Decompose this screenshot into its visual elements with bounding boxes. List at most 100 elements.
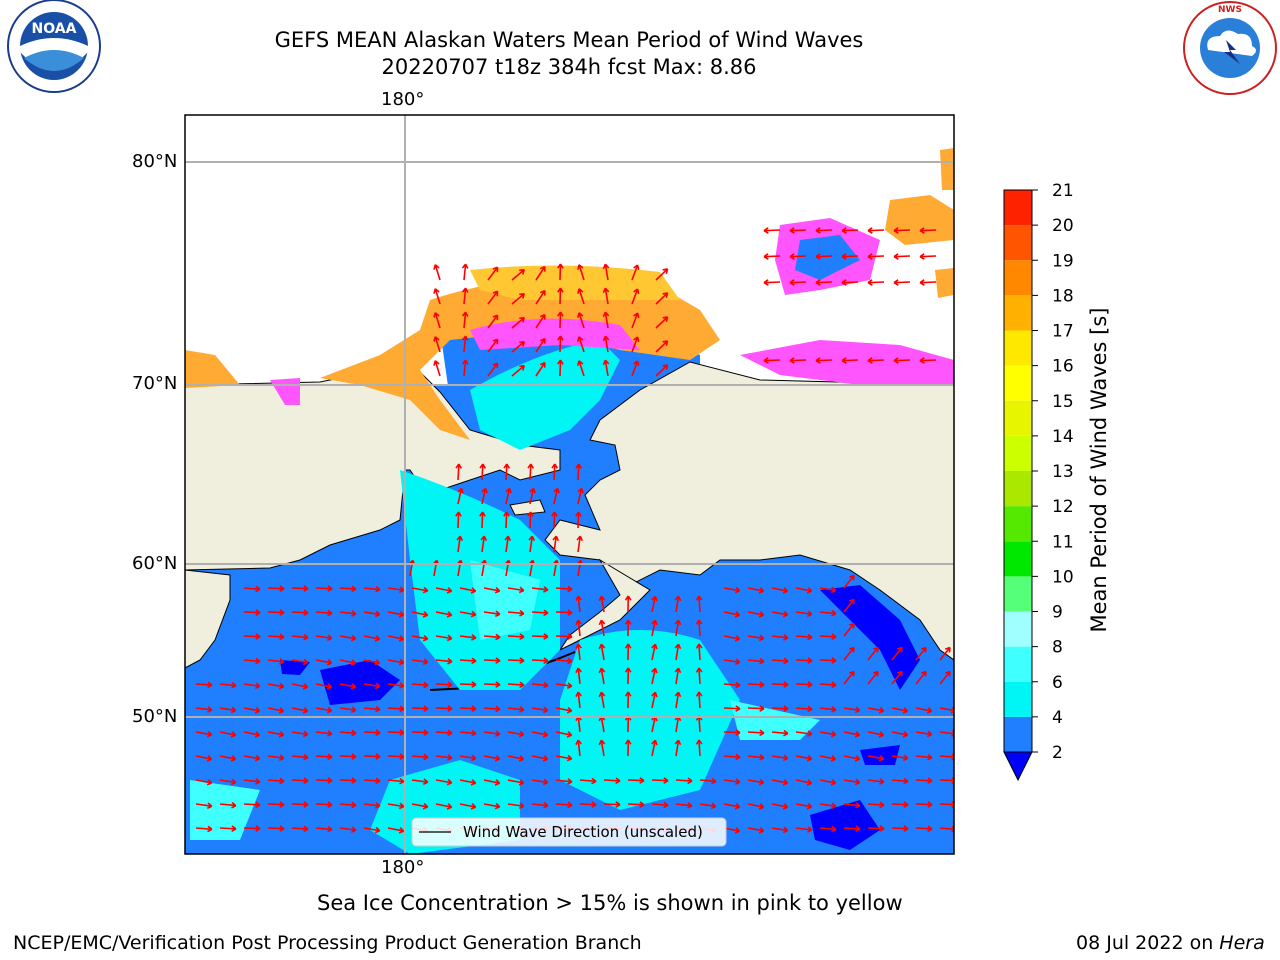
wind-wave-arrow	[535, 337, 546, 353]
colorbar: 2 4 6 8 9 10 11 12 13 14 15 16 17 18 19 20 21	[1003, 181, 1074, 782]
wind-wave-arrow	[763, 253, 781, 260]
wind-wave-arrow	[919, 253, 937, 260]
colorbar-segment	[1004, 611, 1032, 647]
wind-wave-arrow	[795, 586, 813, 594]
map-legend-label: Wind Wave Direction (unscaled)	[463, 823, 703, 841]
wind-wave-arrow	[867, 754, 885, 762]
wind-wave-arrow	[624, 643, 632, 661]
wind-wave-arrow	[555, 706, 573, 714]
wind-wave-arrow	[507, 730, 525, 738]
wind-wave-arrow	[315, 609, 333, 617]
lat-label-70: 70°N	[132, 373, 178, 394]
wind-wave-arrow	[577, 336, 585, 353]
wind-wave-arrow	[867, 357, 885, 364]
wind-wave-arrow	[771, 587, 789, 594]
lon-label-bottom: 180°	[381, 857, 425, 878]
wind-wave-arrow	[507, 609, 525, 617]
wind-wave-arrow	[555, 778, 573, 785]
wind-wave-arrow	[919, 357, 937, 364]
wind-wave-arrow	[411, 729, 429, 736]
wind-wave-arrow	[363, 659, 381, 666]
wind-wave-arrow	[655, 364, 669, 377]
wind-wave-arrow	[219, 825, 237, 833]
wind-wave-arrow	[507, 633, 525, 641]
colorbar-tick-label: 6	[1052, 673, 1063, 693]
wind-wave-arrow	[819, 609, 837, 617]
wind-wave-arrow	[291, 777, 309, 785]
wind-wave-arrow	[891, 730, 909, 738]
wind-wave-arrow	[267, 777, 285, 785]
wind-wave-arrow	[891, 707, 909, 714]
lat-label-60: 60°N	[132, 553, 178, 574]
wind-wave-arrow	[243, 585, 261, 593]
wind-wave-arrow	[219, 681, 237, 689]
colorbar-tick-label: 17	[1052, 322, 1074, 342]
wind-wave-arrow	[747, 826, 765, 834]
wind-wave-arrow	[867, 227, 885, 234]
wind-wave-arrow	[915, 730, 933, 738]
wind-wave-arrow	[557, 311, 564, 329]
wind-wave-arrow	[891, 646, 903, 661]
wind-wave-arrow	[411, 586, 429, 594]
wind-wave-arrow	[867, 279, 885, 286]
wind-wave-arrow	[339, 801, 357, 809]
colorbar-tick-label: 18	[1052, 286, 1074, 306]
wind-wave-arrow	[339, 682, 357, 690]
wind-wave-arrow	[795, 826, 813, 833]
wind-wave-arrow	[723, 778, 741, 785]
wind-wave-arrow	[387, 658, 405, 666]
wind-wave-arrow	[339, 729, 357, 737]
wind-wave-arrow	[195, 802, 213, 810]
run-date: 08 Jul 2022 on Hera	[1076, 932, 1265, 954]
wind-wave-arrow	[363, 705, 381, 713]
wind-wave-arrow	[461, 287, 469, 305]
wind-wave-arrow	[505, 487, 512, 505]
wind-wave-arrow	[483, 610, 501, 618]
wind-wave-arrow	[843, 598, 855, 613]
wind-wave-arrow	[771, 754, 789, 762]
wind-wave-arrow	[363, 777, 381, 785]
wind-wave-arrow	[243, 778, 261, 785]
wind-wave-arrow	[771, 657, 789, 665]
wind-wave-arrow	[531, 681, 549, 689]
wind-wave-arrow	[483, 586, 501, 594]
wind-wave-arrow	[819, 681, 837, 689]
wind-wave-arrow	[507, 681, 525, 689]
wind-wave-arrow	[674, 667, 682, 685]
wind-wave-arrow	[551, 463, 559, 481]
wind-wave-arrow	[363, 753, 381, 760]
wind-wave-arrow	[483, 681, 501, 688]
wind-wave-arrow	[435, 729, 453, 737]
wind-wave-arrow	[891, 754, 909, 762]
wind-wave-arrow	[507, 755, 525, 762]
wind-wave-arrow	[483, 730, 501, 737]
wind-wave-arrow	[363, 729, 381, 737]
wind-wave-arrow	[487, 266, 499, 281]
lat-label-80: 80°N	[132, 151, 178, 172]
wind-wave-arrow	[747, 754, 765, 761]
wind-wave-arrow	[315, 753, 333, 761]
colorbar-tick-label: 10	[1052, 567, 1074, 587]
wind-wave-arrow	[461, 263, 469, 281]
wind-wave-arrow	[598, 643, 606, 661]
wind-wave-arrow	[795, 754, 813, 762]
wind-wave-arrow	[291, 658, 309, 666]
wind-wave-arrow	[267, 707, 285, 714]
wind-wave-arrow	[867, 253, 885, 260]
wind-wave-arrow	[435, 705, 453, 712]
wind-wave-arrow	[841, 253, 859, 260]
wind-wave-arrow	[487, 362, 499, 377]
wind-wave-arrow	[795, 681, 813, 688]
wind-wave-arrow	[195, 825, 213, 833]
wind-wave-arrow	[291, 585, 309, 592]
ice-note: Sea Ice Concentration > 15% is shown in …	[317, 891, 903, 915]
wind-wave-arrow	[387, 682, 405, 689]
wind-wave-arrow	[243, 731, 261, 738]
wind-wave-arrow	[459, 681, 477, 688]
wind-wave-arrow	[843, 706, 861, 714]
wind-wave-arrow	[843, 778, 861, 786]
wind-wave-arrow	[915, 825, 933, 833]
wind-wave-arrow	[598, 595, 606, 613]
wind-wave-arrow	[535, 289, 546, 305]
wind-wave-arrow	[291, 730, 309, 738]
